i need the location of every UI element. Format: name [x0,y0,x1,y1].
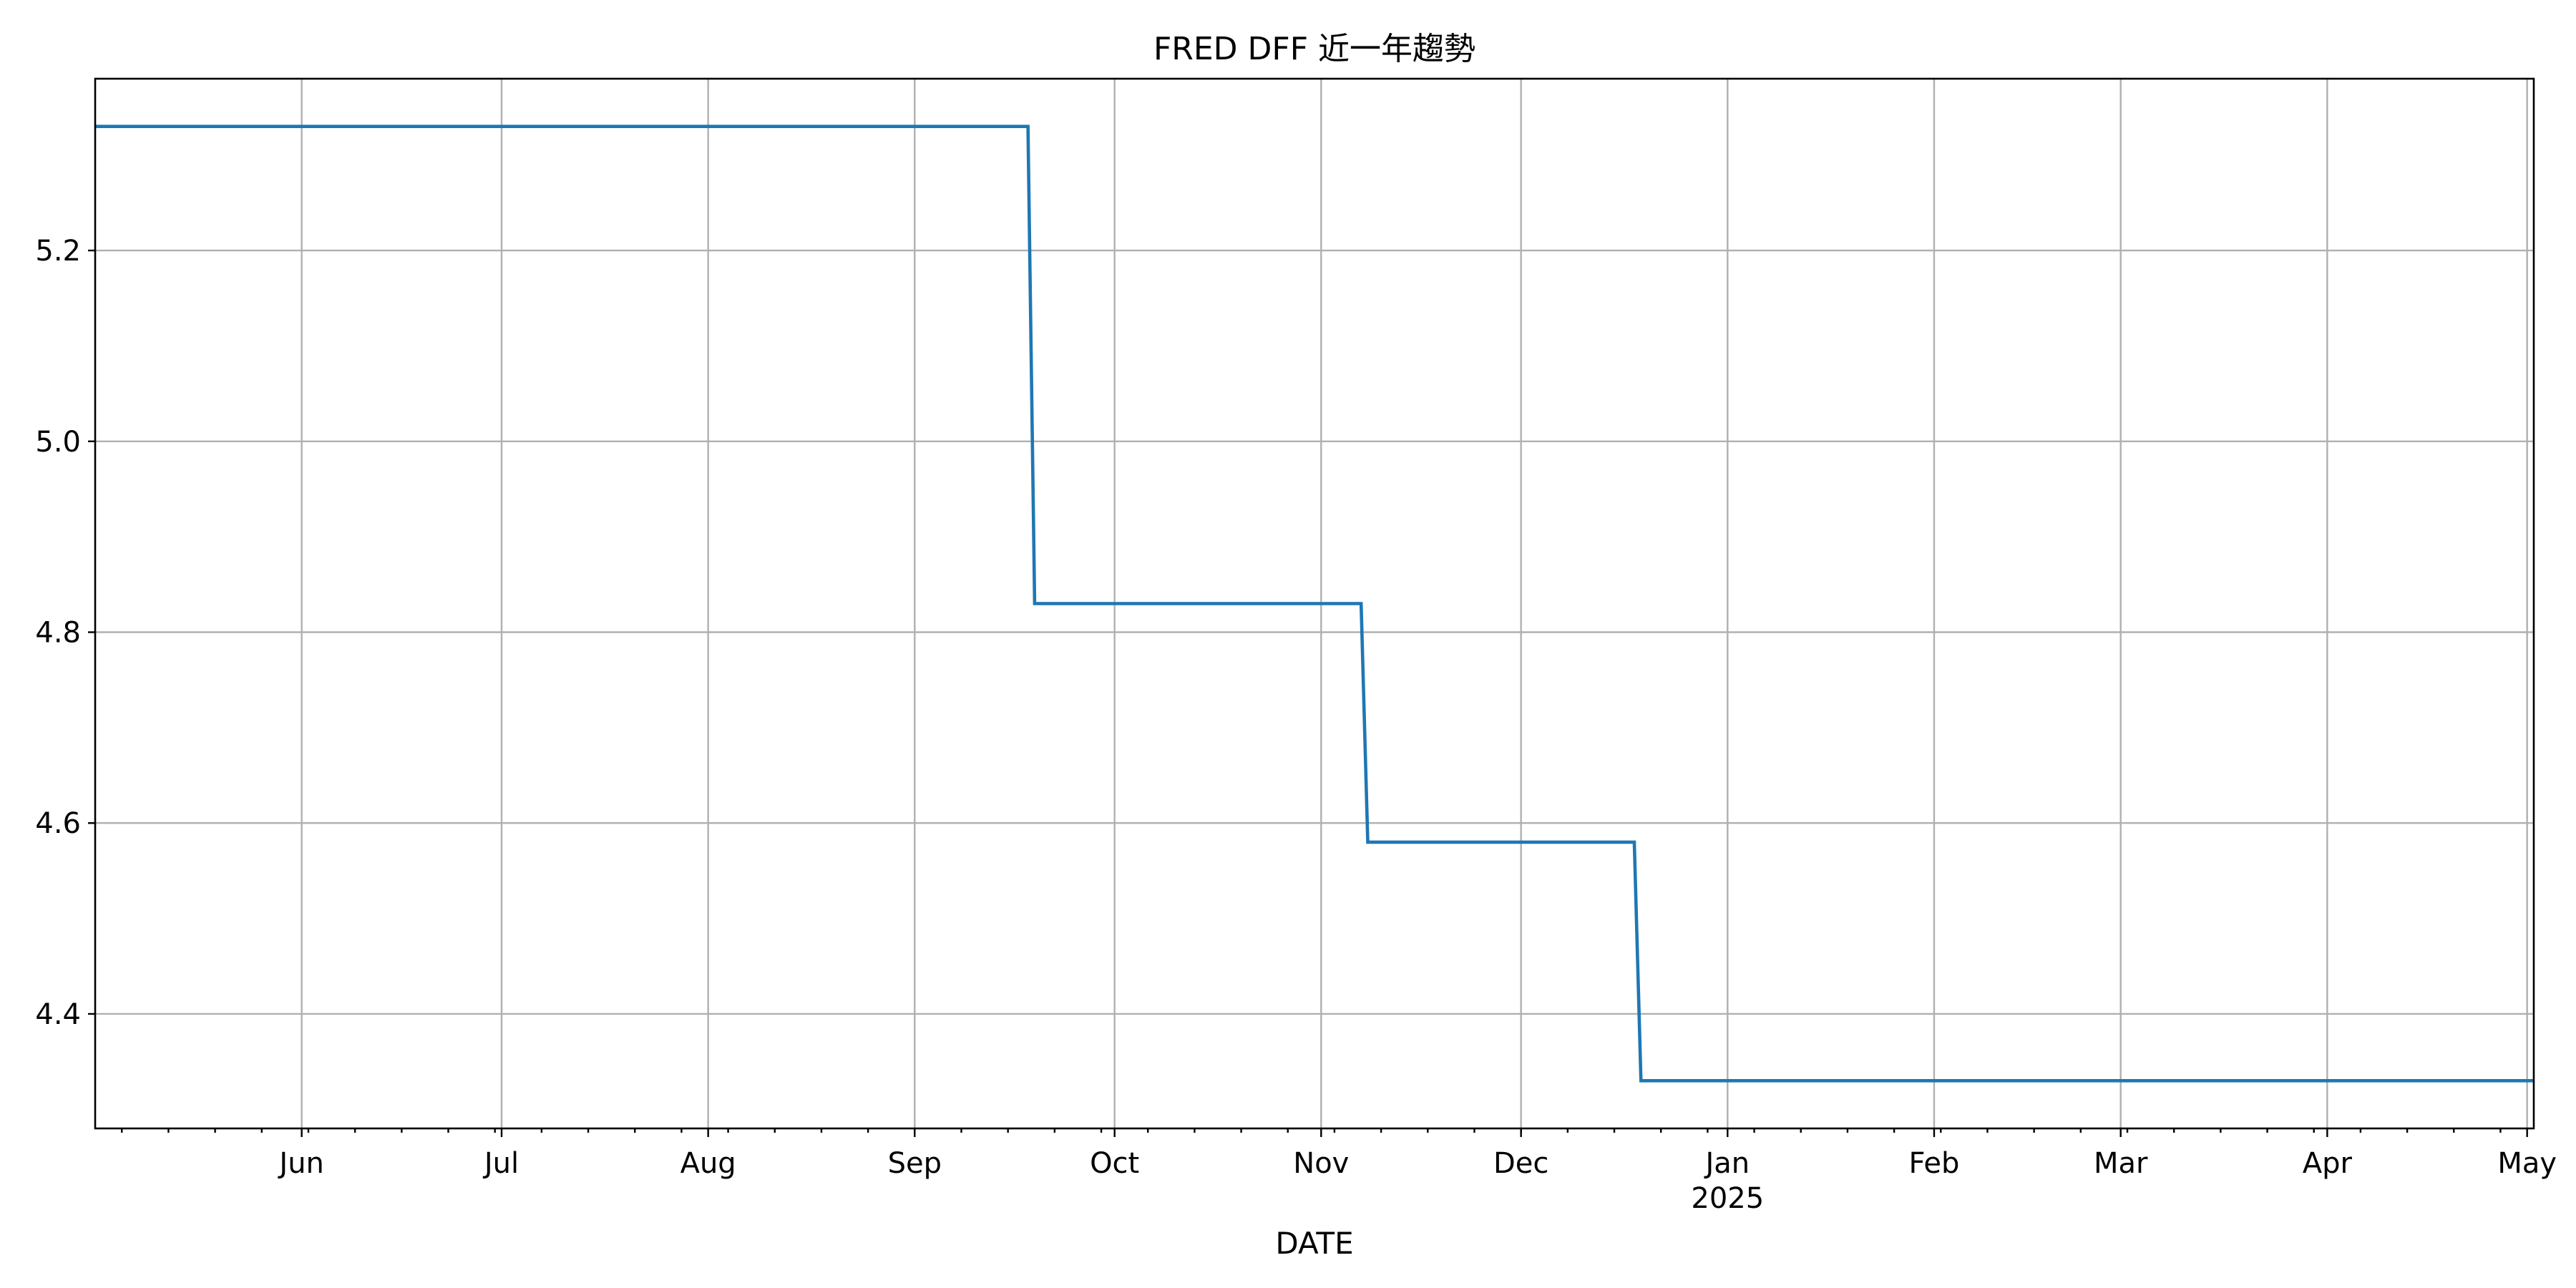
x-tick-label: Mar [2094,1147,2148,1180]
x-axis-label: DATE [1275,1226,1353,1261]
x-tick-label: Dec [1493,1147,1548,1180]
y-tick-label: 4.8 [35,617,81,650]
x-tick-label: Apr [2303,1147,2353,1180]
y-tick-label: 5.0 [35,426,81,459]
chart-title: FRED DFF 近一年趨勢 [1153,31,1475,67]
x-tick-label: Oct [1090,1147,1139,1180]
x-tick-label: Jul [482,1147,519,1180]
x-tick-label: Aug [680,1147,736,1180]
x-tick-label: Sep [888,1147,942,1180]
y-tick-label: 4.4 [35,998,81,1031]
x-tick-label: Feb [1909,1147,1960,1180]
series-line [95,125,2534,1083]
x-tick-label: Jun [277,1147,324,1180]
x-tick-sublabel: 2025 [1691,1182,1764,1215]
y-tick-label: 4.6 [35,807,81,840]
x-tick-label: Nov [1293,1147,1349,1180]
plot-frame [94,77,2535,1130]
series-layer [95,125,2534,1083]
x-tick-label: Jan [1703,1147,1750,1180]
x-tick-label: May [2497,1147,2557,1180]
y-tick-label: 5.2 [35,235,81,268]
grid-layer [95,79,2534,1128]
tick-layer: 4.4 4.6 4.8 5.0 5.2 Jun Jul Aug Sep Oct Nov Dec Jan2… [35,235,2557,1215]
